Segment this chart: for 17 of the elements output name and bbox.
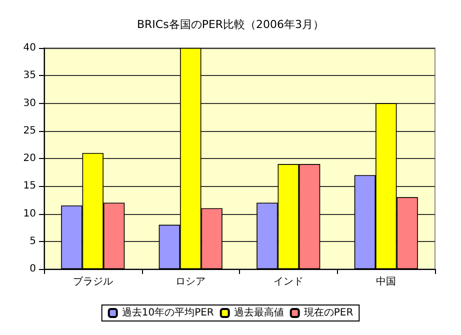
legend-label: 過去最高値 (234, 306, 284, 318)
legend-label: 過去10年の平均PER (122, 306, 214, 318)
x-tick-label: ロシア (176, 276, 206, 288)
y-tick-label: 10 (23, 208, 36, 220)
y-tick-label: 0 (30, 264, 36, 274)
y-tick-label: 40 (23, 42, 36, 54)
y-tick-label: 5 (30, 236, 36, 247)
x-tick-label: ブラジル (72, 276, 113, 288)
y-tick-label: 25 (23, 125, 36, 136)
chart-title: BRICs各国のPER比較（2006年3月） (136, 18, 324, 31)
y-tick-label: 15 (23, 180, 36, 192)
legend-label: 現在のPER (304, 306, 354, 318)
y-tick-label: 20 (23, 153, 36, 164)
y-tick-label: 30 (23, 98, 36, 109)
x-tick-label: インド (273, 276, 304, 288)
x-tick-label: 中国 (376, 276, 396, 288)
y-tick-label: 35 (23, 70, 36, 82)
